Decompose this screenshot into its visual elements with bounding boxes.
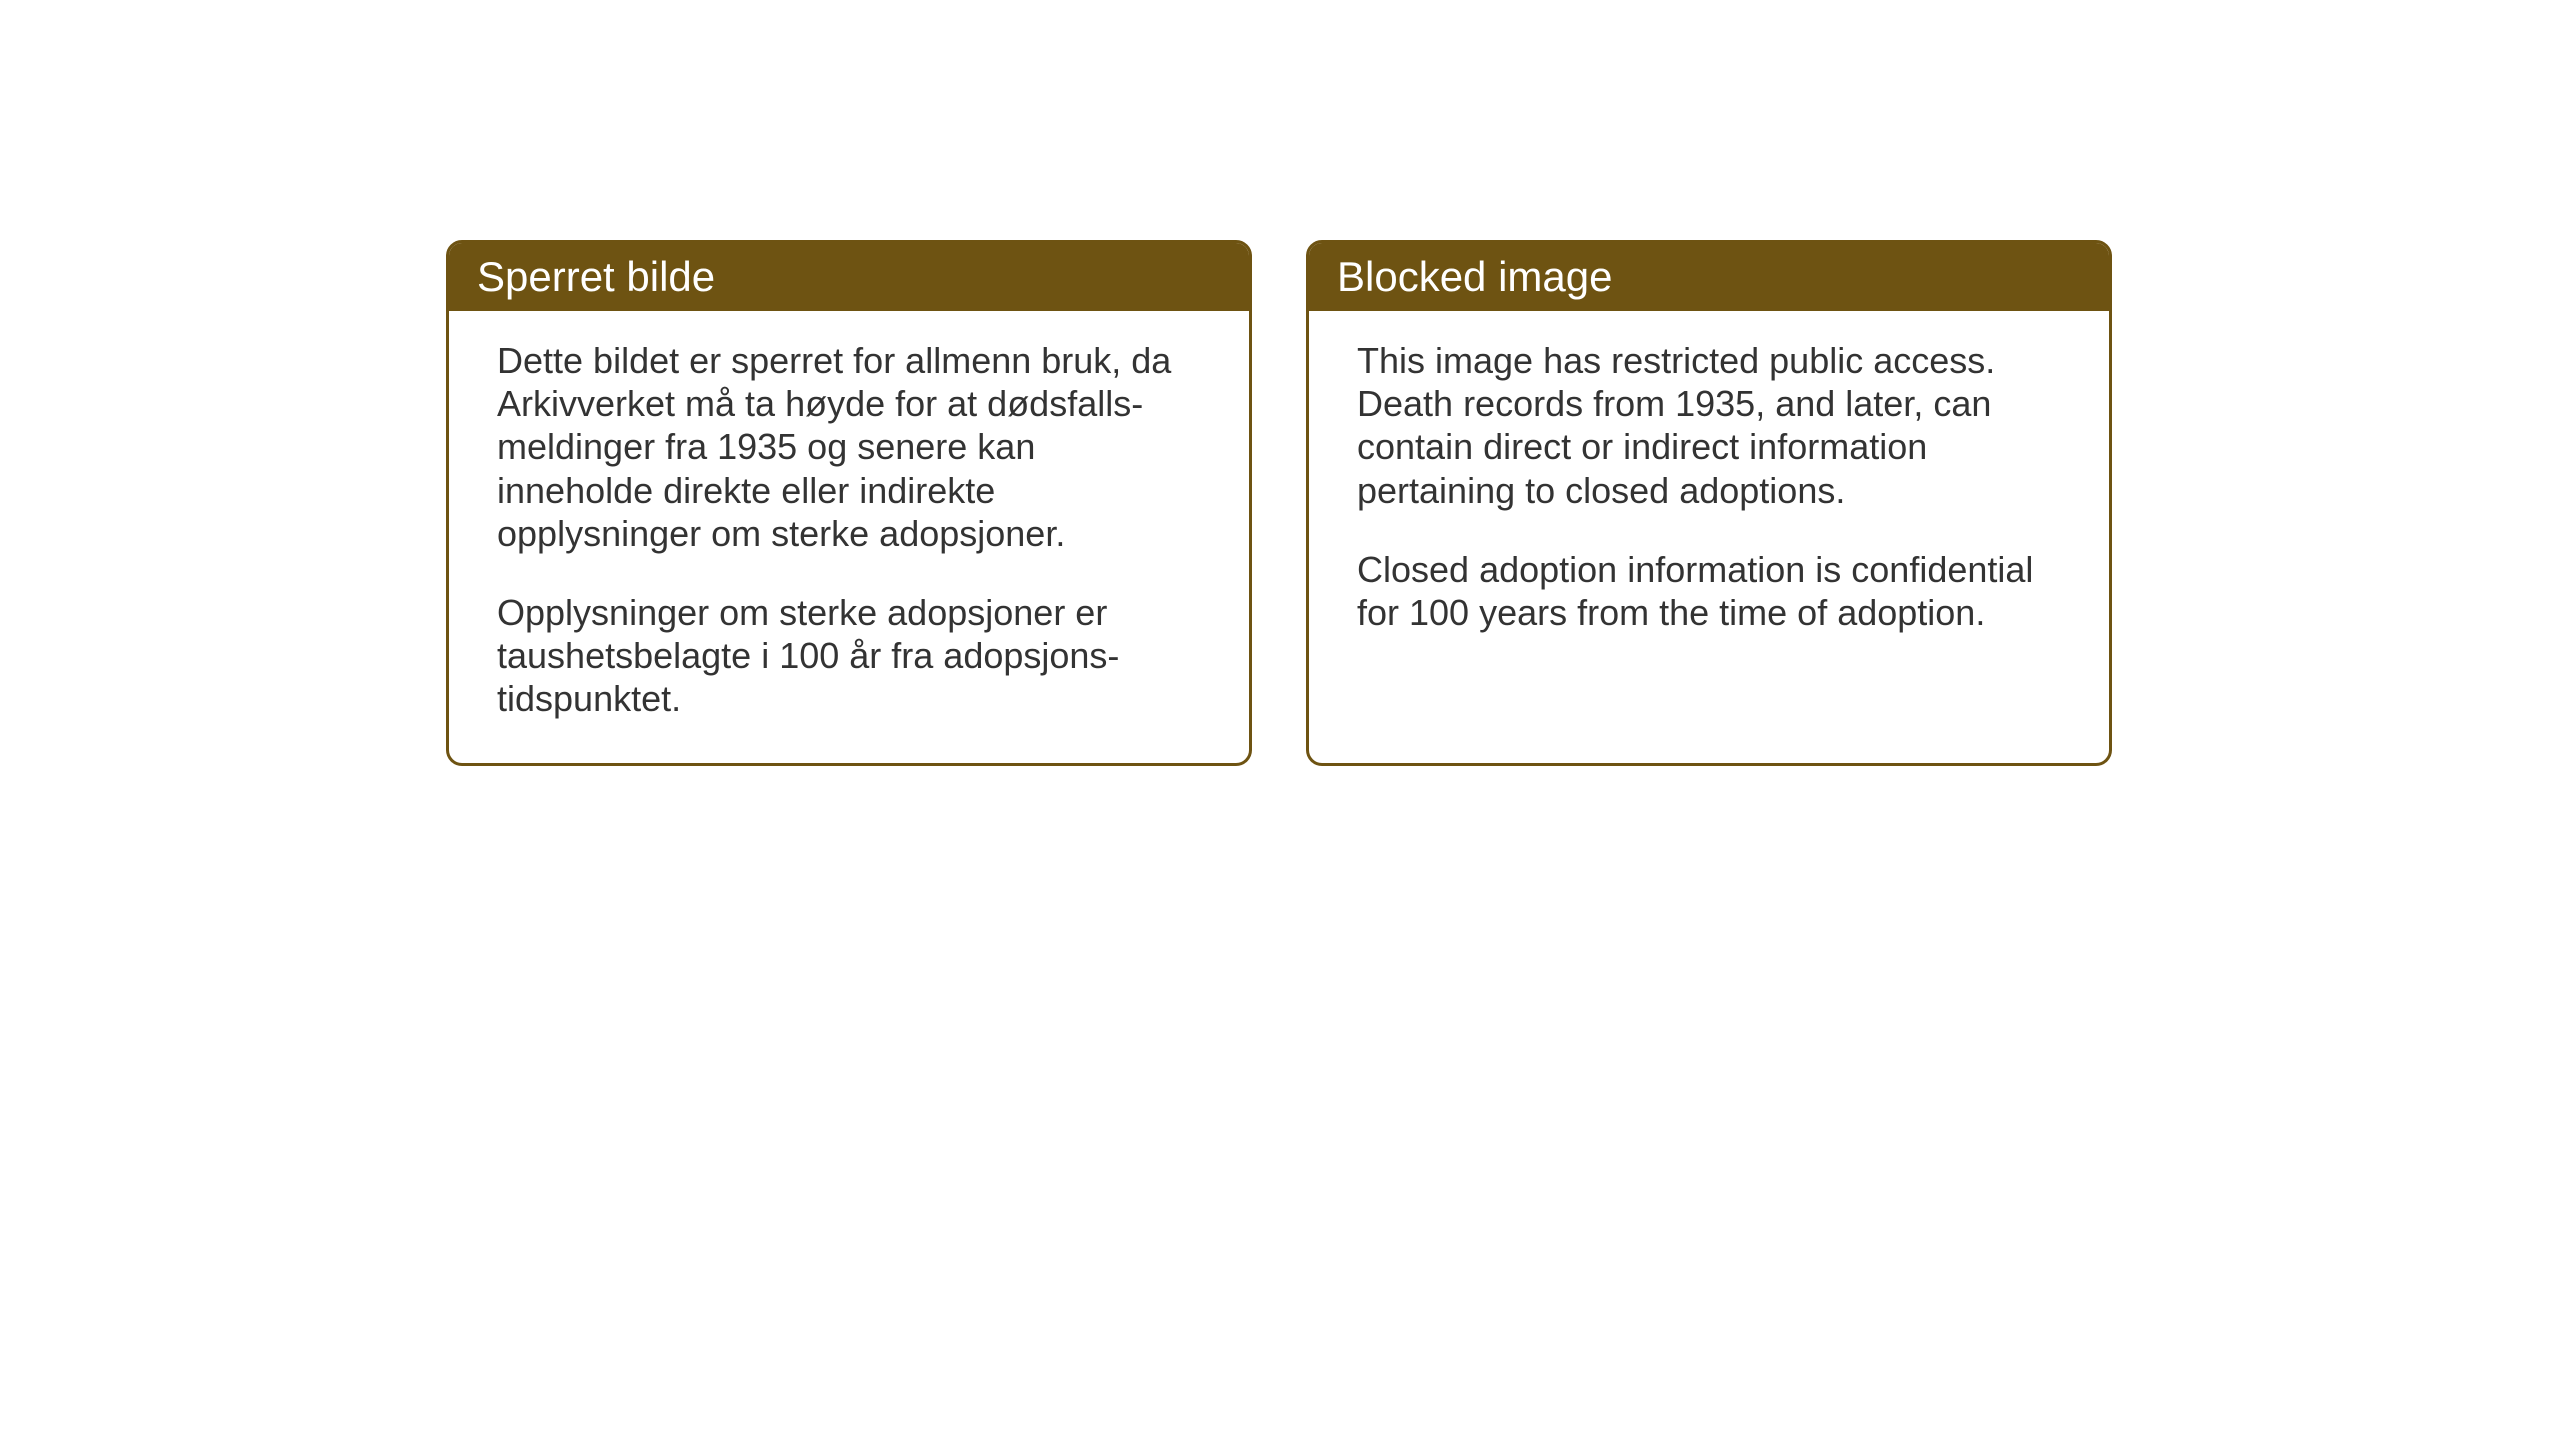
norwegian-notice-card: Sperret bilde Dette bildet er sperret fo… [446, 240, 1252, 766]
norwegian-card-body: Dette bildet er sperret for allmenn bruk… [449, 311, 1249, 763]
english-paragraph-2: Closed adoption information is confident… [1357, 548, 2061, 634]
english-card-body: This image has restricted public access.… [1309, 311, 2109, 751]
norwegian-card-title: Sperret bilde [449, 243, 1249, 311]
norwegian-paragraph-2: Opplysninger om sterke adopsjoner er tau… [497, 591, 1201, 721]
norwegian-paragraph-1: Dette bildet er sperret for allmenn bruk… [497, 339, 1201, 555]
english-paragraph-1: This image has restricted public access.… [1357, 339, 2061, 512]
english-card-title: Blocked image [1309, 243, 2109, 311]
english-notice-card: Blocked image This image has restricted … [1306, 240, 2112, 766]
notice-container: Sperret bilde Dette bildet er sperret fo… [446, 240, 2112, 766]
